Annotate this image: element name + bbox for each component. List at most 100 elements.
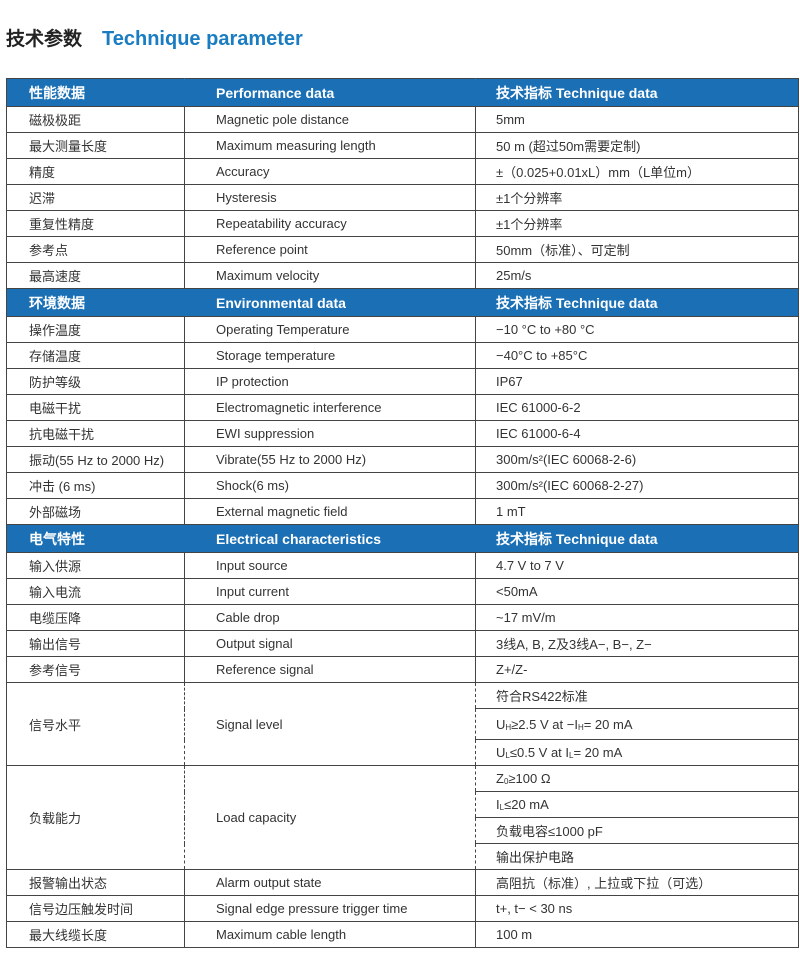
table-row: 参考信号 Reference signal Z+/Z- xyxy=(6,656,799,683)
param-en: Shock(6 ms) xyxy=(184,472,476,499)
param-value: <50mA xyxy=(475,578,799,605)
param-value: 符合RS422标准 xyxy=(475,682,799,709)
table-row: 最高速度 Maximum velocity 25m/s xyxy=(6,262,799,289)
value-text: ≤0.5 V at I xyxy=(509,745,570,760)
param-cn: 参考点 xyxy=(6,236,185,263)
param-en: Vibrate(55 Hz to 2000 Hz) xyxy=(184,446,476,473)
param-en: Magnetic pole distance xyxy=(184,106,476,133)
param-en: Operating Temperature xyxy=(184,316,476,343)
param-value: 1 mT xyxy=(475,498,799,525)
value-text: ≥2.5 V at −I xyxy=(511,716,578,732)
table-row: 电磁干扰 Electromagnetic interference IEC 6100… xyxy=(6,394,799,421)
param-cn: 防护等级 xyxy=(6,368,185,395)
table-row: 输入电流 Input current <50mA xyxy=(6,578,799,605)
header-cell: Electrical characteristics xyxy=(184,524,476,553)
param-cn: 最高速度 xyxy=(6,262,185,289)
table-row: 迟滞 Hysteresis ±1个分辨率 xyxy=(6,184,799,211)
param-en: Accuracy xyxy=(184,158,476,185)
param-value: 300m/s²(IEC 60068-2-6) xyxy=(475,446,799,473)
param-cn: 负载能力 xyxy=(6,765,185,870)
value-text: = 20 mA xyxy=(583,716,633,732)
param-cn: 报警输出状态 xyxy=(6,869,185,896)
header-cell: Environmental data xyxy=(184,288,476,317)
param-value: 300m/s²(IEC 60068-2-27) xyxy=(475,472,799,499)
param-en: Storage temperature xyxy=(184,342,476,369)
table-row: 操作温度 Operating Temperature −10 °C to +80 °… xyxy=(6,316,799,343)
param-value: UL≤0.5 V at IL= 20 mA xyxy=(475,739,799,766)
subscript: H xyxy=(505,722,512,732)
param-value: Z+/Z- xyxy=(475,656,799,683)
table-row-load-capacity: 负载能力 Load capacity Z0≥100 Ω xyxy=(6,765,799,870)
table-row: 防护等级 IP protection IP67 xyxy=(6,368,799,395)
param-en: Output signal xyxy=(184,630,476,657)
param-en: Repeatability accuracy xyxy=(184,210,476,237)
param-en: Maximum measuring length xyxy=(184,132,476,159)
param-cn: 电磁干扰 xyxy=(6,394,185,421)
param-cn: 振动(55 Hz to 2000 Hz) xyxy=(6,446,185,473)
param-value: Z0≥100 Ω xyxy=(475,765,799,792)
technique-parameter-table: 性能数据 Performance data 技术指标 Technique data 磁… xyxy=(6,78,799,948)
value-text: U xyxy=(496,716,506,732)
table-subrow: IL≤20 mA xyxy=(7,791,799,818)
title-en: Technique parameter xyxy=(102,28,303,50)
param-value: 50mm（标准）、可定制 xyxy=(475,236,799,263)
table-row: 振动(55 Hz to 2000 Hz) Vibrate(55 Hz to 200… xyxy=(6,446,799,473)
param-cn: 精度 xyxy=(6,158,185,185)
table-row: 精度 Accuracy ±（0.025+0.01xL）mm（L单位m） xyxy=(6,158,799,185)
param-value: 25m/s xyxy=(475,262,799,289)
param-cn: 输入电流 xyxy=(6,578,185,605)
param-value: IEC 61000-6-4 xyxy=(475,420,799,447)
param-value: 输出保护电路 xyxy=(475,843,799,870)
subscript: L xyxy=(499,803,505,812)
param-value: IP67 xyxy=(475,368,799,395)
table-row: 电缆压降 Cable drop ~17 mV/m xyxy=(6,604,799,631)
header-cell: 环境数据 xyxy=(6,288,185,317)
title-cn: 技术参数 xyxy=(6,29,83,50)
param-cn: 参考信号 xyxy=(6,656,185,683)
param-cn: 输出信号 xyxy=(6,630,185,657)
param-cn: 冲击 (6 ms) xyxy=(6,472,185,499)
section-header: 环境数据 Environmental data 技术指标 Technique dat… xyxy=(6,288,799,317)
table-row: 重复性精度 Repeatability accuracy ±1个分辨率 xyxy=(6,210,799,237)
subscript: 0 xyxy=(503,777,509,786)
param-en: Load capacity xyxy=(184,765,476,870)
param-value: 3线A, B, Z及3线A−, B−, Z− xyxy=(475,630,799,657)
table-subrow: 输出保护电路 xyxy=(7,843,799,870)
param-en: Hysteresis xyxy=(184,184,476,211)
section-header: 电气特性 Electrical characteristics 技术指标 Techn… xyxy=(6,524,799,553)
table-row-signal-level: 信号水平 Signal level 符合RS422标准 xyxy=(6,682,799,766)
param-en: Electromagnetic interference xyxy=(184,394,476,421)
param-value: ±（0.025+0.01xL）mm（L单位m） xyxy=(475,158,799,185)
param-value: t+, t− < 30 ns xyxy=(475,895,799,922)
header-cell: 技术指标 Technique data xyxy=(475,524,799,553)
param-cn: 抗电磁干扰 xyxy=(6,420,185,447)
param-value: 50 m (超过50m需要定制) xyxy=(475,132,799,159)
param-value: 100 m xyxy=(475,921,799,948)
param-en: Alarm output state xyxy=(184,869,476,896)
header-cell: Performance data xyxy=(184,78,476,107)
param-cn: 迟滞 xyxy=(6,184,185,211)
param-cn: 信号水平 xyxy=(6,682,185,766)
param-value: 5mm xyxy=(475,106,799,133)
param-value: 负载电容≤1000 pF xyxy=(475,817,799,844)
param-en: Input source xyxy=(184,552,476,579)
value-text: = 20 mA xyxy=(573,745,623,760)
param-en: EWI suppression xyxy=(184,420,476,447)
table-row: 输入供源 Input source 4.7 V to 7 V xyxy=(6,552,799,579)
param-en: Reference signal xyxy=(184,656,476,683)
param-cn: 重复性精度 xyxy=(6,210,185,237)
param-cn: 最大测量长度 xyxy=(6,132,185,159)
param-value: IEC 61000-6-2 xyxy=(475,394,799,421)
param-cn: 电缆压降 xyxy=(6,604,185,631)
param-cn: 输入供源 xyxy=(6,552,185,579)
table-row: 最大线缆长度 Maximum cable length 100 m xyxy=(6,921,799,948)
param-value: −40°C to +85°C xyxy=(475,342,799,369)
param-cn: 信号边压触发时间 xyxy=(6,895,185,922)
param-value: ~17 mV/m xyxy=(475,604,799,631)
table-row: 磁极极距 Magnetic pole distance 5mm xyxy=(6,106,799,133)
param-en: Signal edge pressure trigger time xyxy=(184,895,476,922)
table-row: 外部磁场 External magnetic field 1 mT xyxy=(6,498,799,525)
param-cn: 外部磁场 xyxy=(6,498,185,525)
page-title: 技术参数 Technique parameter xyxy=(6,24,303,51)
table-row: 抗电磁干扰 EWI suppression IEC 61000-6-4 xyxy=(6,420,799,447)
